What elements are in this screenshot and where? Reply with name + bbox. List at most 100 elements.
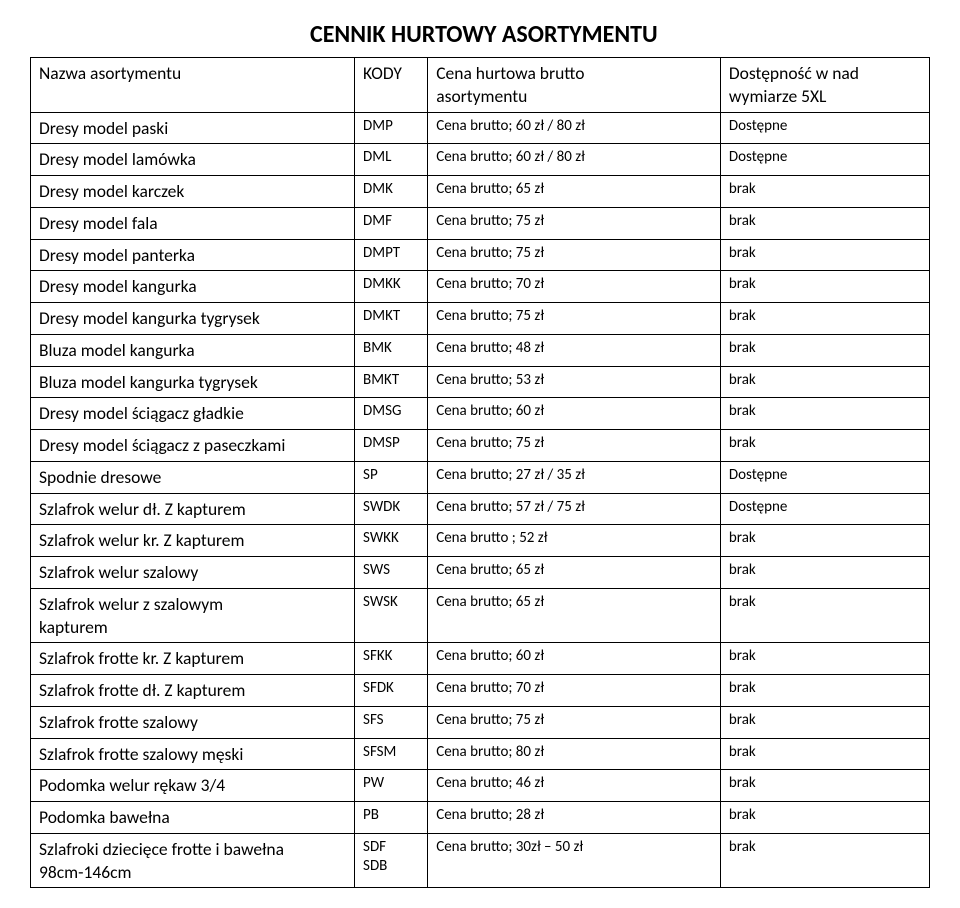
cell-code: DMSG [355, 398, 428, 430]
cell-name: Podomka bawełna [31, 802, 355, 834]
cell-name: Dresy model ściągacz gładkie [31, 398, 355, 430]
table-row: Dresy model lamówkaDMLCena brutto; 60 zł… [31, 144, 930, 176]
cell-name: Bluza model kangurka tygrysek [31, 366, 355, 398]
cell-name: Szlafrok frotte kr. Z kapturem [31, 643, 355, 675]
cell-price: Cena brutto; 48 zł [428, 334, 721, 366]
cell-avail: brak [720, 770, 929, 802]
cell-price: Cena brutto; 70 zł [428, 675, 721, 707]
cell-code: DMKK [355, 271, 428, 303]
col-header-name: Nazwa asortymentu [31, 58, 355, 113]
cell-name: Dresy model lamówka [31, 144, 355, 176]
table-row: Dresy model paskiDMPCena brutto; 60 zł /… [31, 112, 930, 144]
table-row: Podomka welur rękaw 3/4PWCena brutto; 46… [31, 770, 930, 802]
cell-name: Dresy model kangurka tygrysek [31, 303, 355, 335]
table-row: Dresy model ściągacz z paseczkamiDMSPCen… [31, 430, 930, 462]
table-row: Szlafrok frotte szalowySFSCena brutto; 7… [31, 706, 930, 738]
cell-avail: brak [720, 398, 929, 430]
cell-avail: Dostępne [720, 112, 929, 144]
cell-code: DMP [355, 112, 428, 144]
cell-price: Cena brutto; 75 zł [428, 303, 721, 335]
cell-price: Cena brutto; 28 zł [428, 802, 721, 834]
cell-price: Cena brutto; 65 zł [428, 176, 721, 208]
cell-price: Cena brutto; 53 zł [428, 366, 721, 398]
cell-price: Cena brutto; 30zł – 50 zł [428, 833, 721, 888]
table-body: Dresy model paskiDMPCena brutto; 60 zł /… [31, 112, 930, 888]
cell-code: SWDK [355, 493, 428, 525]
cell-name: Szlafrok welur szalowy [31, 557, 355, 589]
cell-avail: brak [720, 525, 929, 557]
cell-price: Cena brutto; 27 zł / 35 zł [428, 461, 721, 493]
cell-name: Szlafrok welur z szalowym kapturem [31, 588, 355, 643]
cell-code: BMKT [355, 366, 428, 398]
col-header-price: Cena hurtowa brutto asortymentu [428, 58, 721, 113]
cell-code: SFKK [355, 643, 428, 675]
cell-price: Cena brutto; 57 zł / 75 zł [428, 493, 721, 525]
cell-code: SWS [355, 557, 428, 589]
table-row: Szlafrok welur szalowySWSCena brutto; 65… [31, 557, 930, 589]
table-header-row: Nazwa asortymentu KODY Cena hurtowa brut… [31, 58, 930, 113]
cell-price: Cena brutto; 75 zł [428, 706, 721, 738]
cell-code: SFDK [355, 675, 428, 707]
table-row: Dresy model ściągacz gładkieDMSGCena bru… [31, 398, 930, 430]
cell-name: Dresy model fala [31, 207, 355, 239]
cell-name: Bluza model kangurka [31, 334, 355, 366]
cell-avail: Dostępne [720, 461, 929, 493]
cell-avail: brak [720, 738, 929, 770]
cell-code: DML [355, 144, 428, 176]
table-row: Szlafrok frotte szalowy męskiSFSMCena br… [31, 738, 930, 770]
cell-code: SFS [355, 706, 428, 738]
cell-price: Cena brutto; 65 zł [428, 588, 721, 643]
cell-avail: brak [720, 176, 929, 208]
cell-name: Dresy model kangurka [31, 271, 355, 303]
cell-price: Cena brutto; 80 zł [428, 738, 721, 770]
cell-code: BMK [355, 334, 428, 366]
cell-code: DMKT [355, 303, 428, 335]
cell-code: SFSM [355, 738, 428, 770]
table-row: Dresy model kangurkaDMKKCena brutto; 70 … [31, 271, 930, 303]
page-title: CENNIK HURTOWY ASORTYMENTU [310, 20, 930, 49]
cell-code: SDF SDB [355, 833, 428, 888]
table-row: Szlafrok frotte dł. Z kapturemSFDKCena b… [31, 675, 930, 707]
table-row: Dresy model karczekDMKCena brutto; 65 zł… [31, 176, 930, 208]
cell-avail: brak [720, 239, 929, 271]
cell-code: DMSP [355, 430, 428, 462]
cell-avail: brak [720, 334, 929, 366]
cell-code: DMF [355, 207, 428, 239]
table-row: Dresy model panterkaDMPTCena brutto; 75 … [31, 239, 930, 271]
cell-price: Cena brutto ; 52 zł [428, 525, 721, 557]
cell-name: Szlafrok welur dł. Z kapturem [31, 493, 355, 525]
cell-code: SWSK [355, 588, 428, 643]
cell-price: Cena brutto; 60 zł [428, 398, 721, 430]
cell-price: Cena brutto; 70 zł [428, 271, 721, 303]
cell-code: DMK [355, 176, 428, 208]
cell-code: PB [355, 802, 428, 834]
table-row: Dresy model kangurka tygrysekDMKTCena br… [31, 303, 930, 335]
cell-price: Cena brutto; 60 zł / 80 zł [428, 112, 721, 144]
table-row: Spodnie dresoweSPCena brutto; 27 zł / 35… [31, 461, 930, 493]
cell-name: Dresy model panterka [31, 239, 355, 271]
cell-name: Szlafroki dziecięce frotte i bawełna 98c… [31, 833, 355, 888]
cell-avail: brak [720, 430, 929, 462]
cell-name: Dresy model ściągacz z paseczkami [31, 430, 355, 462]
cell-price: Cena brutto; 60 zł / 80 zł [428, 144, 721, 176]
table-row: Bluza model kangurkaBMKCena brutto; 48 z… [31, 334, 930, 366]
cell-avail: brak [720, 643, 929, 675]
table-row: Szlafrok frotte kr. Z kapturemSFKKCena b… [31, 643, 930, 675]
cell-name: Szlafrok frotte dł. Z kapturem [31, 675, 355, 707]
table-row: Dresy model falaDMFCena brutto; 75 złbra… [31, 207, 930, 239]
cell-code: SWKK [355, 525, 428, 557]
cell-name: Szlafrok frotte szalowy [31, 706, 355, 738]
table-row: Szlafroki dziecięce frotte i bawełna 98c… [31, 833, 930, 888]
cell-avail: brak [720, 271, 929, 303]
table-row: Podomka bawełnaPBCena brutto; 28 złbrak [31, 802, 930, 834]
table-row: Bluza model kangurka tygrysekBMKTCena br… [31, 366, 930, 398]
cell-code: DMPT [355, 239, 428, 271]
cell-name: Spodnie dresowe [31, 461, 355, 493]
cell-avail: brak [720, 303, 929, 335]
cell-price: Cena brutto; 75 zł [428, 430, 721, 462]
table-row: Szlafrok welur kr. Z kapturemSWKKCena br… [31, 525, 930, 557]
cell-code: PW [355, 770, 428, 802]
cell-avail: brak [720, 833, 929, 888]
cell-avail: brak [720, 706, 929, 738]
table-row: Szlafrok welur z szalowym kapturemSWSKCe… [31, 588, 930, 643]
